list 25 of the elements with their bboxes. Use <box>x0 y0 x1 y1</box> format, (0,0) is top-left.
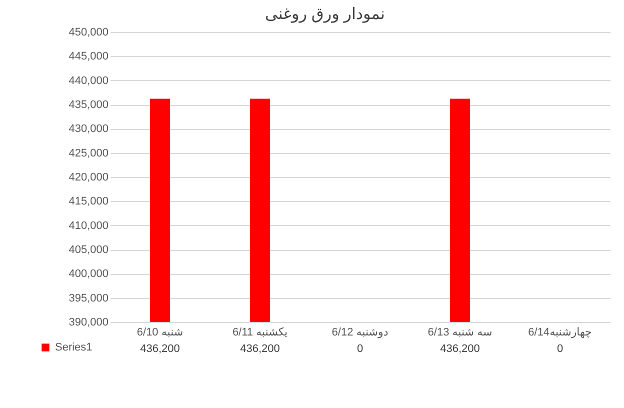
y-tick-label: 425,000 <box>68 147 108 160</box>
x-tick-label: یکشنبه 6/11 <box>232 326 288 338</box>
y-tick-label: 400,000 <box>68 268 108 280</box>
y-tick-label: 445,000 <box>68 50 108 63</box>
data-label: 436,200 <box>240 343 280 355</box>
y-tick-label: 390,000 <box>68 316 108 328</box>
y-tick-label: 430,000 <box>68 123 108 136</box>
y-tick-label: 405,000 <box>68 244 108 256</box>
y-tick-label: 410,000 <box>68 220 108 232</box>
chart-title: نمودار ورق روغنی <box>264 6 386 23</box>
y-tick-label: 450,000 <box>68 26 108 38</box>
text: 0 <box>356 343 364 355</box>
legend-label: Series1 <box>55 342 92 354</box>
text: 0 <box>556 343 564 355</box>
x-tick-label: دوشنبه 6/12 <box>332 326 388 338</box>
y-tick-label: 420,000 <box>68 172 108 184</box>
y-tick-label: 440,000 <box>68 74 108 87</box>
y-tick-label: 395,000 <box>68 292 108 304</box>
x-tick-label: سه شنبه 6/13 <box>428 326 492 338</box>
x-tick-label: چهارشنبه6/14 <box>528 326 592 338</box>
y-tick-label: 415,000 <box>68 196 108 208</box>
x-tick-label: شنبه 6/10 <box>136 326 184 338</box>
y-tick-label: 435,000 <box>68 99 108 111</box>
data-label: 436,200 <box>140 343 180 355</box>
data-label: 436,200 <box>440 343 480 355</box>
